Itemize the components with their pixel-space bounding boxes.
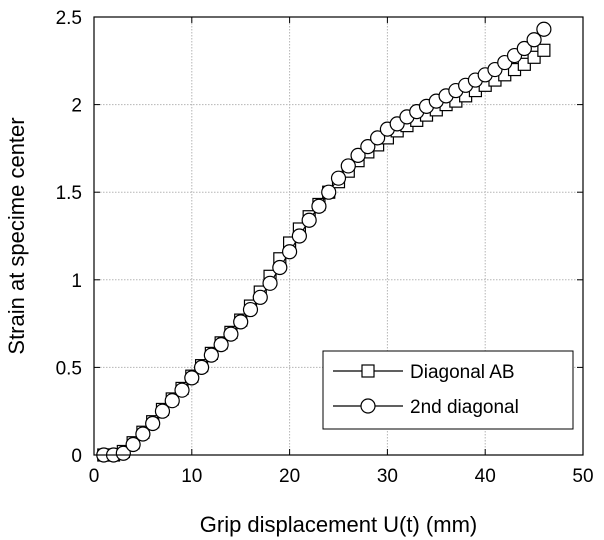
legend-marker-circle (360, 398, 376, 414)
y-tick-label: 0 (71, 446, 82, 467)
circle-point (536, 21, 552, 37)
y-tick-label: 2.5 (56, 8, 82, 29)
x-tick-label: 10 (181, 466, 202, 487)
square-point (527, 50, 541, 64)
y-tick-label: 0.5 (56, 358, 82, 379)
circle-point (193, 359, 210, 375)
circle-point (282, 244, 298, 260)
y-tick-label: 1.5 (56, 183, 82, 204)
circle-point (164, 393, 180, 409)
circle-point (272, 259, 288, 276)
circle-point (135, 426, 151, 442)
circle-point (360, 139, 376, 155)
circle-point (252, 289, 268, 305)
square-point (537, 43, 551, 57)
legend-label: Diagonal AB (410, 362, 515, 383)
circle-point (526, 32, 542, 48)
circle-point (262, 275, 278, 291)
circle-point (321, 184, 337, 200)
circle-point (115, 445, 131, 461)
circle-point (516, 40, 532, 57)
x-tick-label: 30 (377, 466, 398, 487)
plot-frame (93, 16, 584, 456)
legend-marker-square (361, 364, 375, 378)
circle-point (340, 158, 356, 174)
circle-point (154, 403, 171, 419)
legend: Diagonal AB 2nd diagonal (322, 350, 574, 430)
circle-point (330, 170, 347, 186)
circle-point (174, 382, 190, 398)
circle-point (203, 347, 219, 363)
circle-point (184, 370, 200, 386)
circle-point (370, 130, 386, 146)
y-axis-title: Strain at specime center (4, 117, 29, 354)
circle-point (233, 314, 249, 330)
x-tick-label: 40 (475, 466, 496, 487)
circle-point (350, 147, 366, 164)
x-tick-label: 0 (89, 466, 100, 487)
x-tick-label: 50 (572, 466, 593, 487)
legend-box (322, 350, 574, 430)
circle-point (145, 415, 161, 432)
circle-point (291, 228, 307, 244)
ticks: 0 10 20 30 40 50 0 0.5 1 1.5 2 2.5 (56, 8, 594, 487)
circle-point (125, 436, 141, 453)
y-tick-label: 1 (71, 271, 82, 292)
y-tick-label: 2 (71, 96, 82, 117)
legend-label: 2nd diagonal (410, 397, 519, 418)
circle-point (242, 301, 259, 318)
x-tick-label: 20 (279, 466, 300, 487)
circle-point (311, 198, 327, 214)
square-point (517, 57, 531, 71)
circle-point (223, 326, 239, 342)
x-axis-title: Grip displacement U(t) (mm) (200, 512, 477, 537)
circle-point (301, 212, 317, 228)
circle-point (213, 337, 229, 353)
